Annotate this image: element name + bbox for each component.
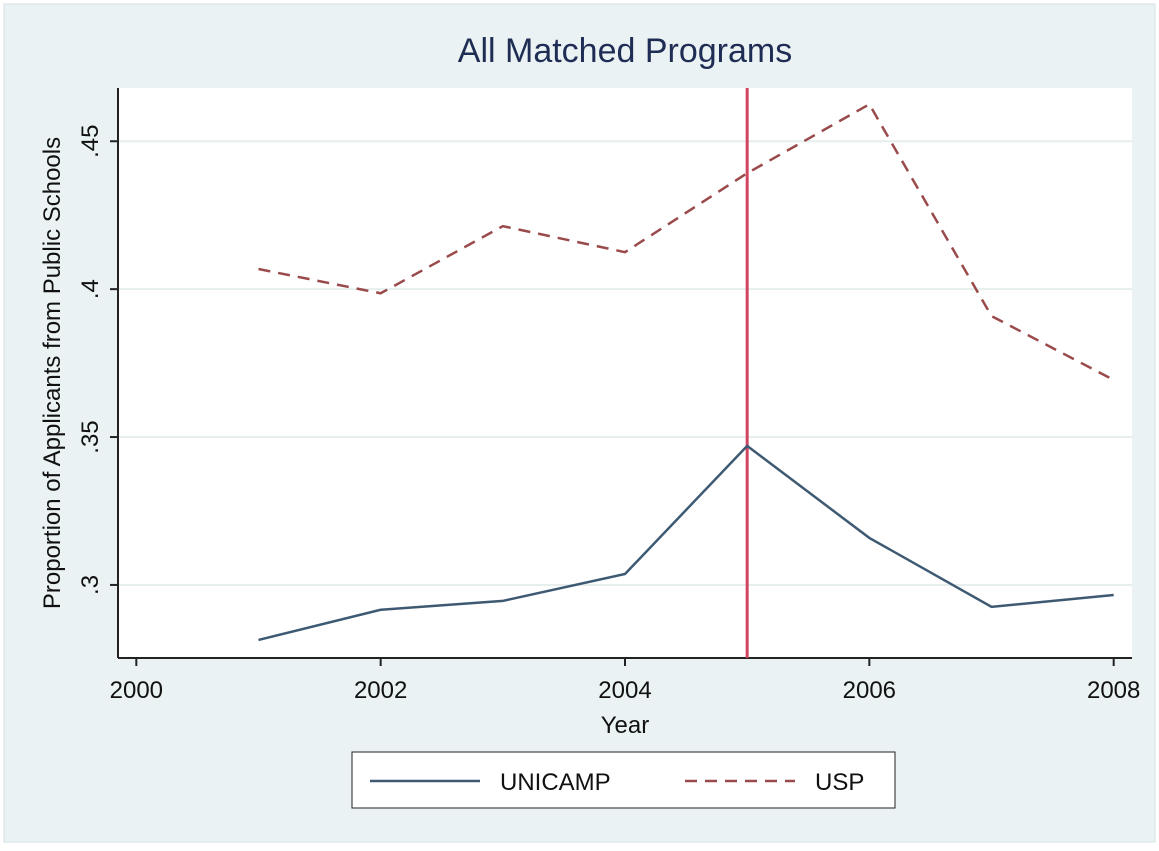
x-tick-label: 2002 [354,677,407,704]
legend-label: UNICAMP [500,769,611,796]
y-axis-label: Proportion of Applicants from Public Sch… [39,137,66,609]
series-line [258,102,1115,382]
x-axis-label: Year [601,712,650,739]
x-tick-label: 2000 [110,677,163,704]
x-tick-label: 2006 [843,677,896,704]
chart-title: All Matched Programs [458,32,792,70]
y-tick-label: .35 [77,420,104,453]
legend-label: USP [815,769,864,796]
y-tick-label: .45 [77,125,104,158]
x-tick-label: 2008 [1087,677,1140,704]
y-tick-label: .3 [77,575,104,595]
series-line [258,444,1114,642]
y-tick-label: .4 [77,279,104,299]
x-tick-label: 2004 [598,677,651,704]
plot-area [118,88,1132,658]
